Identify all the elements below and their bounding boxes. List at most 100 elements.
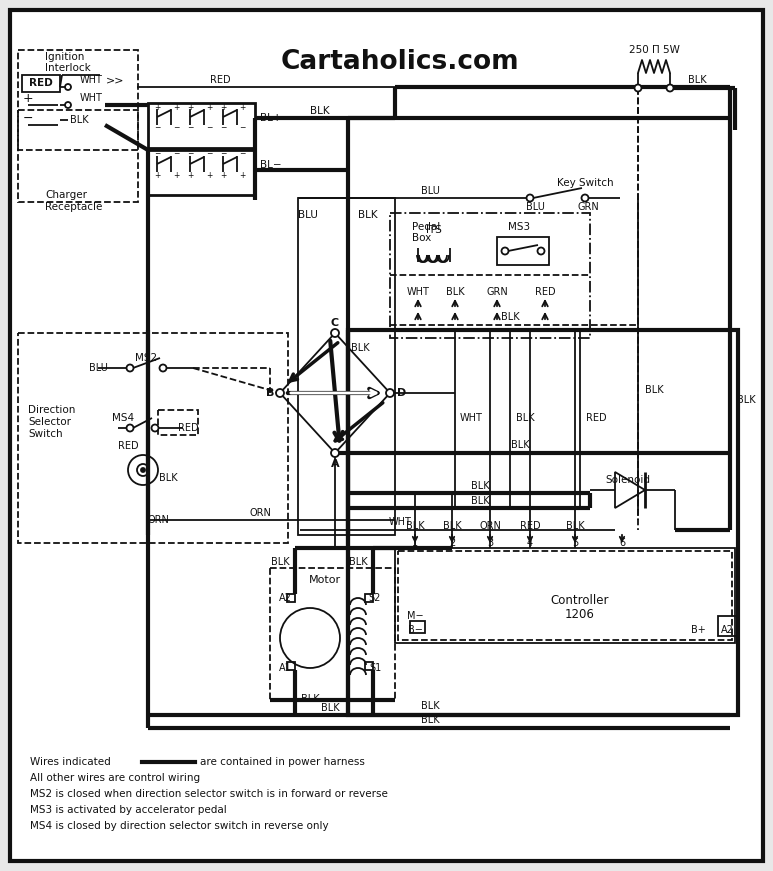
Text: +: +: [187, 171, 193, 179]
Text: −: −: [239, 150, 245, 159]
Text: Controller: Controller: [550, 593, 609, 606]
Text: Solenoid: Solenoid: [605, 475, 651, 485]
Circle shape: [65, 102, 71, 108]
Text: BLU: BLU: [526, 202, 544, 212]
Text: RED: RED: [117, 441, 138, 451]
Circle shape: [635, 84, 642, 91]
Text: MS3 is activated by accelerator pedal: MS3 is activated by accelerator pedal: [30, 805, 226, 815]
Bar: [348, 330, 738, 715]
Text: 4: 4: [527, 538, 533, 548]
Circle shape: [526, 194, 533, 201]
Text: BLK: BLK: [321, 703, 339, 713]
Bar: [148, 150, 255, 195]
Text: C: C: [331, 318, 339, 328]
Text: BLK: BLK: [358, 210, 378, 220]
Text: BLU: BLU: [421, 186, 439, 196]
Text: −: −: [154, 150, 160, 159]
Text: −: −: [187, 150, 193, 159]
Circle shape: [276, 389, 284, 397]
Bar: [18, 333, 288, 543]
Text: BL−: BL−: [260, 160, 281, 170]
Circle shape: [159, 364, 166, 372]
Text: −: −: [206, 150, 213, 159]
Text: BLK: BLK: [516, 413, 535, 423]
Text: −: −: [187, 124, 193, 132]
Circle shape: [581, 194, 588, 201]
Text: B−: B−: [407, 625, 422, 635]
Text: MS4 is closed by direction selector switch in reverse only: MS4 is closed by direction selector swit…: [30, 821, 329, 831]
Circle shape: [331, 329, 339, 337]
Text: RED: RED: [209, 75, 230, 85]
Text: 1: 1: [412, 538, 418, 548]
Text: 2: 2: [449, 538, 455, 548]
Text: BLK: BLK: [310, 106, 330, 116]
Text: MS2: MS2: [135, 353, 157, 363]
Text: BLK: BLK: [471, 496, 489, 506]
Text: +: +: [220, 103, 226, 111]
Text: +: +: [154, 103, 160, 111]
Text: BLK: BLK: [271, 557, 289, 567]
Text: −: −: [239, 124, 245, 132]
Bar: [298, 198, 395, 535]
Text: RED: RED: [535, 287, 555, 297]
Text: RED: RED: [586, 413, 607, 423]
Circle shape: [127, 364, 134, 372]
Bar: [18, 50, 138, 150]
Text: BLU: BLU: [89, 363, 107, 373]
Bar: [287, 594, 295, 602]
Text: BLK: BLK: [501, 312, 519, 322]
Text: WHT: WHT: [389, 517, 411, 527]
Text: BLK: BLK: [158, 473, 177, 483]
Text: −: −: [220, 150, 226, 159]
Text: Ignition: Ignition: [45, 52, 84, 62]
Text: BLK: BLK: [688, 75, 707, 85]
Text: ORN: ORN: [249, 508, 271, 518]
Text: B+: B+: [690, 625, 706, 635]
Text: S2: S2: [369, 593, 381, 603]
Text: 5: 5: [572, 538, 578, 548]
Text: +: +: [220, 171, 226, 179]
Text: BLK: BLK: [349, 557, 367, 567]
Text: Selector: Selector: [28, 417, 71, 427]
Text: BLK: BLK: [421, 701, 439, 711]
Text: B: B: [266, 388, 274, 398]
Text: −: −: [173, 150, 179, 159]
Text: −: −: [22, 111, 33, 125]
Text: BLK: BLK: [566, 521, 584, 531]
Text: +: +: [187, 103, 193, 111]
Text: WHT: WHT: [460, 413, 483, 423]
Circle shape: [65, 84, 71, 90]
Text: Motor: Motor: [309, 575, 341, 585]
Text: Pedal: Pedal: [412, 222, 441, 232]
Text: −: −: [154, 124, 160, 132]
Text: −: −: [173, 124, 179, 132]
Circle shape: [386, 389, 394, 397]
Text: +: +: [206, 103, 213, 111]
Text: BLK: BLK: [471, 481, 489, 491]
Bar: [158, 410, 198, 435]
Bar: [22, 75, 60, 92]
Text: A1: A1: [278, 663, 291, 673]
Text: are contained in power harness: are contained in power harness: [200, 757, 365, 767]
Bar: [287, 662, 295, 670]
Circle shape: [331, 449, 339, 457]
Text: WHT: WHT: [407, 287, 430, 297]
Bar: [390, 213, 590, 338]
Circle shape: [141, 468, 145, 472]
Text: BLU: BLU: [298, 210, 318, 220]
Circle shape: [666, 84, 673, 91]
Text: MS4: MS4: [112, 413, 134, 423]
Text: +: +: [206, 171, 213, 179]
Text: +: +: [173, 171, 179, 179]
Text: >>: >>: [106, 75, 124, 85]
Text: Switch: Switch: [28, 429, 63, 439]
Text: BL+: BL+: [260, 113, 281, 123]
Text: BLK: BLK: [421, 715, 439, 725]
Circle shape: [127, 424, 134, 431]
Bar: [365, 662, 373, 670]
Text: −: −: [206, 124, 213, 132]
Bar: [18, 110, 138, 202]
Text: RED: RED: [519, 521, 540, 531]
Text: Key Switch: Key Switch: [557, 178, 613, 188]
Bar: [497, 237, 549, 265]
